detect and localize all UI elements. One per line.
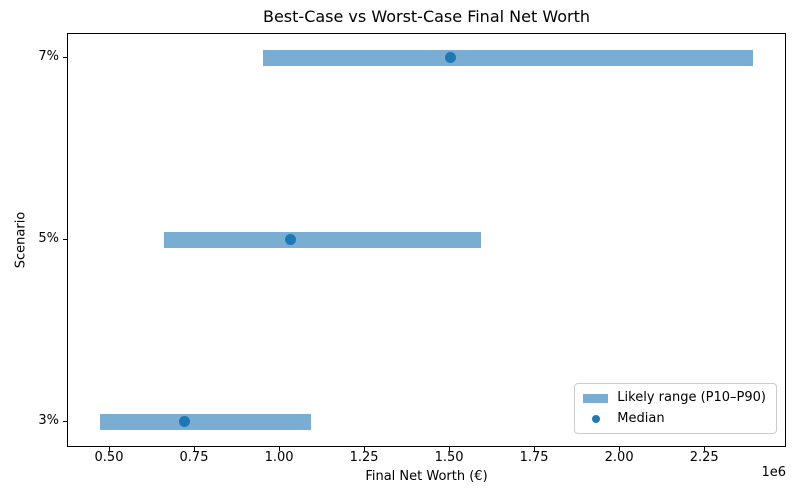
y-tick-label-7%: 7% xyxy=(38,48,59,64)
range-bar-swatch xyxy=(583,393,609,403)
median-dot-5% xyxy=(284,234,296,245)
x-tick-label-1.25: 1.25 xyxy=(349,450,379,465)
x-tick-mark xyxy=(364,447,366,451)
median-dot-7% xyxy=(444,52,456,63)
x-tick-label-1.50: 1.50 xyxy=(434,450,464,465)
y-tick-label-3%: 3% xyxy=(38,412,59,428)
range-bar-7% xyxy=(263,49,753,66)
x-tick-mark xyxy=(534,447,536,451)
x-tick-label-2.00: 2.00 xyxy=(604,450,634,465)
y-tick-label-5%: 5% xyxy=(38,230,59,246)
legend-label-range: Likely range (P10–P90) xyxy=(617,390,766,405)
range-bar-swatch-icon xyxy=(583,393,609,403)
x-tick-mark xyxy=(279,447,281,451)
legend-entry-median: Median xyxy=(583,412,766,426)
x-tick-mark xyxy=(704,447,706,451)
y-tick-mark xyxy=(63,420,67,422)
x-tick-label-0.75: 0.75 xyxy=(179,450,209,465)
median-dot-swatch-icon xyxy=(583,415,608,423)
x-axis-offset-text: 1e6 xyxy=(761,465,786,480)
x-tick-mark xyxy=(449,447,451,451)
chart-title: Best-Case vs Worst-Case Final Net Worth xyxy=(262,7,590,26)
x-tick-mark xyxy=(194,447,196,451)
x-axis-label: Final Net Worth (€) xyxy=(365,469,488,484)
median-dot-3% xyxy=(179,416,191,427)
y-tick-mark xyxy=(63,238,67,240)
x-tick-label-2.25: 2.25 xyxy=(689,450,719,465)
legend-label-median: Median xyxy=(617,411,665,426)
median-dot-swatch xyxy=(591,415,600,423)
x-tick-label-0.50: 0.50 xyxy=(94,450,124,465)
plot-area: Likely range (P10–P90) Median xyxy=(67,33,786,447)
x-tick-mark xyxy=(619,447,621,451)
range-bar-5% xyxy=(164,231,481,248)
x-tick-mark xyxy=(109,447,110,451)
legend-entry-range: Likely range (P10–P90) xyxy=(583,391,766,405)
legend: Likely range (P10–P90) Median xyxy=(574,383,777,434)
y-tick-mark xyxy=(63,56,67,58)
range-bar-3% xyxy=(99,413,311,430)
x-tick-label-1.00: 1.00 xyxy=(264,450,294,465)
x-tick-label-1.75: 1.75 xyxy=(519,450,549,465)
